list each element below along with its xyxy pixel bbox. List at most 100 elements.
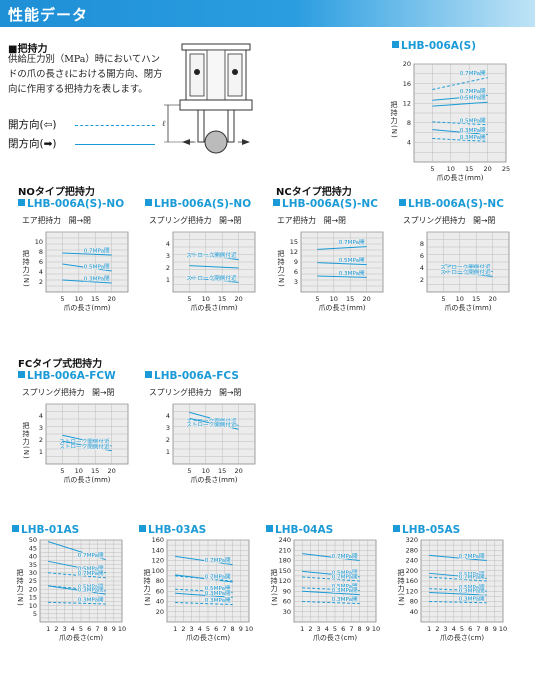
y-tick-label: 45 <box>29 544 37 552</box>
chart-title: LHB-04AS <box>266 524 333 536</box>
series-label: 0.5MPa閉 <box>84 264 110 271</box>
y-tick-label: 120 <box>152 557 164 565</box>
x-tick-label: 20 <box>234 295 242 303</box>
y-tick-label: 160 <box>152 536 164 544</box>
y-tick-label: 2 <box>39 278 43 286</box>
x-axis-label: 爪の長さ(mm) <box>190 476 237 484</box>
series-label: ストローク閉側付近 <box>59 442 110 450</box>
chart-title: LHB-006A-FCS <box>145 370 239 382</box>
x-tick-label: 2 <box>308 625 312 633</box>
legend-open-line <box>75 125 155 126</box>
x-tick-label: 3 <box>190 625 194 633</box>
series-line <box>175 592 233 598</box>
y-tick-label: 40 <box>29 553 37 561</box>
y-axis-label: 把持力(N) <box>22 249 30 288</box>
chart-title-text: LHB-006A-FCS <box>154 370 239 382</box>
x-tick-label: 4 <box>71 625 75 633</box>
series-label: 0.7MPa閉 <box>332 553 358 560</box>
y-tick-label: 80 <box>156 577 164 585</box>
series-label: ストローク閉側付近 <box>186 274 237 282</box>
svg-text:ℓ: ℓ <box>162 119 166 128</box>
y-tick-label: 1 <box>166 448 170 456</box>
chart-title: LHB-006A(S)-NO <box>18 198 124 210</box>
intro-heading: ■把持力 <box>8 44 48 55</box>
series-line <box>432 129 488 136</box>
y-tick-label: 3 <box>166 424 170 432</box>
y-tick-label: 10 <box>29 602 37 610</box>
series-line <box>175 555 233 566</box>
series-line <box>48 585 106 595</box>
y-tick-label: 4 <box>407 139 411 147</box>
section-nc-title: NCタイプ把持力 <box>276 187 352 198</box>
chart-subtitle: スプリング把持力 開→閉 <box>22 388 115 397</box>
x-tick-label: 5 <box>460 625 464 633</box>
y-tick-label: 6 <box>294 268 298 276</box>
series-label: 0.7MPa閉 <box>84 248 110 255</box>
x-axis-label: 爪の長さ(mm) <box>318 304 365 312</box>
series-label: 0.3MPa開 <box>460 134 486 141</box>
y-tick-label: 2 <box>166 436 170 444</box>
y-tick-label: 9 <box>294 258 298 266</box>
series-line <box>432 77 488 90</box>
x-tick-label: 10 <box>372 625 380 633</box>
legend-open-label: 開方向(⇦) <box>8 119 57 131</box>
series-line <box>48 560 106 574</box>
y-tick-label: 3 <box>166 252 170 260</box>
chart-title: LHB-006A(S)-NC <box>273 198 378 210</box>
x-axis-label: 爪の長さ(cm) <box>186 634 230 642</box>
x-axis-label: 爪の長さ(mm) <box>436 174 483 182</box>
series-label: 0.7MPa開 <box>459 574 485 581</box>
y-tick-label: 10 <box>35 238 43 246</box>
series-label: 0.5MPa開 <box>78 583 104 590</box>
title-square-icon <box>145 199 152 206</box>
x-tick-label: 5 <box>60 295 64 303</box>
y-axis-label: 把持力(N) <box>397 568 405 607</box>
x-tick-label: 7 <box>476 625 480 633</box>
gripper-diagram: ℓ <box>162 43 253 154</box>
chart-title-text: LHB-006A(S)-NO <box>27 198 125 210</box>
title-square-icon <box>393 525 400 532</box>
series-line <box>429 601 487 604</box>
series-line <box>62 263 112 272</box>
x-tick-label: 5 <box>315 295 319 303</box>
series-line <box>302 587 360 592</box>
x-tick-label: 8 <box>104 625 108 633</box>
y-tick-label: 2 <box>420 276 424 284</box>
y-tick-label: 200 <box>406 567 418 575</box>
x-tick-label: 2 <box>54 625 58 633</box>
chart-title-text: LHB-006A(S)-NO <box>154 198 252 210</box>
chart-subtitle: エア把持力 開→閉 <box>277 216 346 225</box>
chart-title-text: LHB-006A(S) <box>401 40 477 52</box>
series-line <box>175 602 233 606</box>
x-tick-label: 6 <box>214 625 218 633</box>
y-tick-label: 30 <box>29 569 37 577</box>
series-label: 0.3MPa閉 <box>332 587 358 594</box>
series-label: ストローク開側付近 <box>186 421 237 429</box>
x-tick-label: 10 <box>245 625 253 633</box>
section-fc-title: FCタイプ式把持力 <box>18 359 103 370</box>
y-tick-label: 35 <box>29 561 37 569</box>
series-label: 0.3MPa開 <box>78 596 104 603</box>
y-tick-label: 12 <box>290 248 298 256</box>
chart-title-text: LHB-006A(S)-NC <box>408 198 504 210</box>
chart-title: LHB-03AS <box>139 524 206 536</box>
y-tick-label: 320 <box>406 536 418 544</box>
series-line <box>443 271 493 277</box>
x-tick-label: 5 <box>187 295 191 303</box>
y-tick-label: 90 <box>283 587 291 595</box>
x-tick-label: 8 <box>485 625 489 633</box>
x-tick-label: 20 <box>483 165 491 173</box>
series-line <box>175 574 233 583</box>
y-tick-label: 160 <box>406 577 418 585</box>
title-square-icon <box>399 199 406 206</box>
x-tick-label: 2 <box>181 625 185 633</box>
series-label: 0.3MPa閉 <box>78 587 104 594</box>
series-label: 0.5MPa開 <box>459 584 485 591</box>
y-axis-label: 把持力(N) <box>16 568 24 607</box>
series-line <box>48 541 106 561</box>
title-square-icon <box>266 525 273 532</box>
y-tick-label: 5 <box>33 610 37 618</box>
y-tick-label: 2 <box>166 264 170 272</box>
y-tick-label: 4 <box>166 412 170 420</box>
